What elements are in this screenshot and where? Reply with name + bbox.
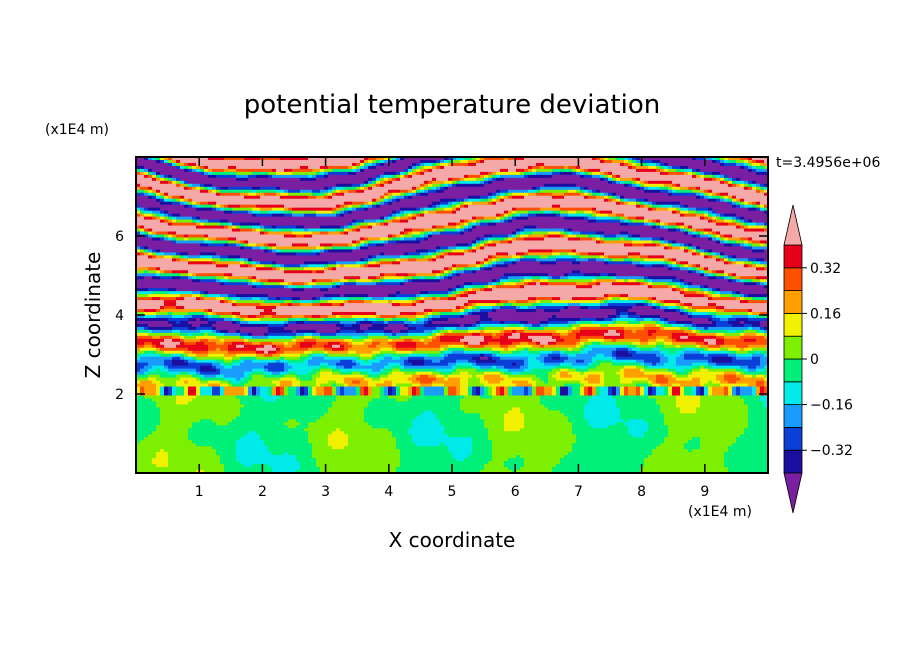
contour-plot-area <box>136 157 769 474</box>
y-unit-label: (x1E4 m) <box>45 122 109 138</box>
chart-title: potential temperature deviation <box>244 90 660 120</box>
time-label: t=3.4956e+06 <box>776 155 880 171</box>
